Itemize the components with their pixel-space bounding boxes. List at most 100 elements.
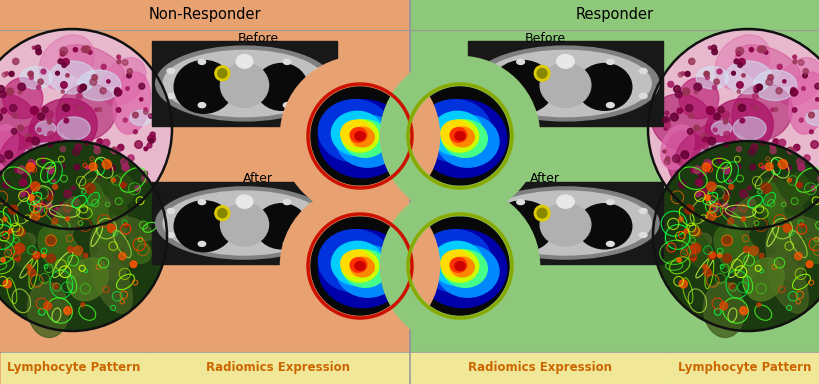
Circle shape <box>94 147 100 154</box>
Circle shape <box>71 186 75 190</box>
Ellipse shape <box>96 214 126 245</box>
Circle shape <box>791 175 799 183</box>
Ellipse shape <box>441 250 478 282</box>
Ellipse shape <box>418 230 506 308</box>
Circle shape <box>688 113 693 118</box>
Text: After: After <box>242 172 273 185</box>
Circle shape <box>663 122 670 128</box>
Ellipse shape <box>718 157 760 185</box>
Circle shape <box>662 150 665 153</box>
Circle shape <box>65 209 70 214</box>
Ellipse shape <box>577 63 631 110</box>
Ellipse shape <box>318 99 406 177</box>
Circle shape <box>61 146 66 152</box>
Ellipse shape <box>556 55 573 68</box>
Circle shape <box>17 228 25 236</box>
Ellipse shape <box>129 110 152 126</box>
Circle shape <box>802 73 807 78</box>
Circle shape <box>711 49 717 55</box>
Circle shape <box>786 178 790 182</box>
Circle shape <box>799 118 803 122</box>
Ellipse shape <box>3 167 35 189</box>
Circle shape <box>67 247 74 252</box>
Text: Lymphocyte Pattern: Lymphocyte Pattern <box>7 361 141 374</box>
Circle shape <box>749 48 753 52</box>
Ellipse shape <box>355 132 364 141</box>
Circle shape <box>782 80 785 83</box>
Circle shape <box>769 183 772 186</box>
Ellipse shape <box>87 195 109 214</box>
Circle shape <box>30 106 38 114</box>
Circle shape <box>94 183 97 186</box>
Circle shape <box>536 68 546 78</box>
Ellipse shape <box>665 131 718 201</box>
Circle shape <box>31 137 39 145</box>
Circle shape <box>82 189 86 194</box>
Circle shape <box>7 88 14 95</box>
Ellipse shape <box>314 233 322 238</box>
Circle shape <box>758 46 765 53</box>
Circle shape <box>702 265 707 270</box>
Ellipse shape <box>491 61 553 113</box>
Circle shape <box>698 174 702 178</box>
Circle shape <box>747 186 750 190</box>
Ellipse shape <box>163 191 325 255</box>
Circle shape <box>75 144 82 151</box>
Circle shape <box>770 108 773 111</box>
Circle shape <box>92 74 97 80</box>
Ellipse shape <box>341 250 378 282</box>
Circle shape <box>769 198 773 203</box>
Circle shape <box>727 180 731 183</box>
Circle shape <box>672 86 680 93</box>
Bar <box>149 353 408 383</box>
Circle shape <box>66 74 69 77</box>
Circle shape <box>104 199 112 207</box>
Circle shape <box>122 60 128 65</box>
Circle shape <box>740 217 744 221</box>
Ellipse shape <box>681 233 711 256</box>
Text: After: After <box>529 172 559 185</box>
Circle shape <box>695 192 700 197</box>
Ellipse shape <box>540 203 590 246</box>
Circle shape <box>690 167 695 173</box>
Circle shape <box>738 59 744 65</box>
Circle shape <box>706 106 713 114</box>
Circle shape <box>28 268 35 276</box>
Ellipse shape <box>29 99 97 158</box>
Circle shape <box>663 159 669 164</box>
Ellipse shape <box>90 222 129 280</box>
Ellipse shape <box>174 61 233 113</box>
Circle shape <box>678 217 682 221</box>
Circle shape <box>796 182 801 188</box>
Ellipse shape <box>678 78 718 119</box>
Circle shape <box>760 141 764 145</box>
Circle shape <box>70 197 79 205</box>
Circle shape <box>72 149 79 156</box>
Circle shape <box>130 261 137 268</box>
Circle shape <box>48 142 52 147</box>
Ellipse shape <box>351 257 373 277</box>
Circle shape <box>34 200 40 207</box>
Circle shape <box>38 113 44 120</box>
Circle shape <box>717 107 723 113</box>
Circle shape <box>84 141 88 145</box>
Circle shape <box>64 118 69 123</box>
Ellipse shape <box>744 258 783 301</box>
Circle shape <box>810 141 817 148</box>
Circle shape <box>26 171 30 175</box>
Circle shape <box>665 157 669 161</box>
Ellipse shape <box>350 258 366 272</box>
Circle shape <box>77 85 83 90</box>
Ellipse shape <box>436 115 499 167</box>
Circle shape <box>46 111 53 119</box>
Circle shape <box>26 137 32 143</box>
Ellipse shape <box>441 121 470 146</box>
Ellipse shape <box>111 216 153 241</box>
Circle shape <box>808 130 812 134</box>
Circle shape <box>761 166 764 169</box>
Circle shape <box>65 212 70 217</box>
Ellipse shape <box>799 238 819 263</box>
Circle shape <box>736 103 742 109</box>
Ellipse shape <box>256 204 307 249</box>
Ellipse shape <box>198 103 206 108</box>
